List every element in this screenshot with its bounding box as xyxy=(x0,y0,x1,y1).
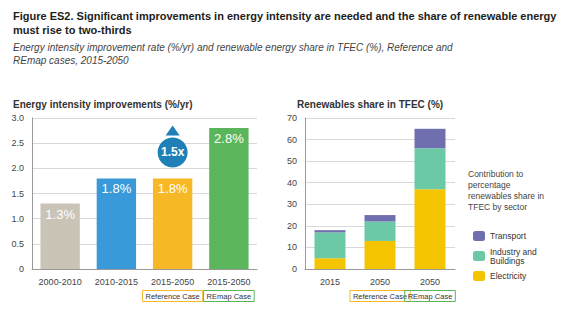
svg-text:Energy intensity improvements: Energy intensity improvements (%/yr) xyxy=(13,99,193,110)
svg-text:REmap cases, 2015-2050: REmap cases, 2015-2050 xyxy=(13,55,129,66)
svg-text:2010-2015: 2010-2015 xyxy=(95,277,138,287)
svg-text:1.5x: 1.5x xyxy=(161,145,185,159)
svg-text:20: 20 xyxy=(287,221,297,231)
svg-text:Energy intensity improvement r: Energy intensity improvement rate (%/yr)… xyxy=(13,42,455,53)
svg-text:3.0: 3.0 xyxy=(11,113,24,123)
svg-text:Reference Case: Reference Case xyxy=(146,292,200,301)
svg-text:2.8%: 2.8% xyxy=(214,131,244,146)
svg-text:2.0: 2.0 xyxy=(11,163,24,173)
svg-text:25%: 25% xyxy=(365,196,395,213)
svg-text:70: 70 xyxy=(287,113,297,123)
svg-text:Industry and: Industry and xyxy=(490,246,540,257)
svg-text:18%: 18% xyxy=(315,211,345,228)
svg-text:2050: 2050 xyxy=(420,277,440,287)
svg-text:2050: 2050 xyxy=(370,277,390,287)
svg-text:2000-2010: 2000-2010 xyxy=(39,277,82,287)
svg-text:REmap Case: REmap Case xyxy=(207,292,252,301)
svg-text:Buildings: Buildings xyxy=(490,256,525,266)
svg-text:Reference Case: Reference Case xyxy=(353,292,407,301)
svg-text:2015: 2015 xyxy=(320,277,340,287)
svg-text:10: 10 xyxy=(287,242,297,252)
svg-text:2015-2050: 2015-2050 xyxy=(207,277,250,287)
svg-text:TFEC by sector: TFEC by sector xyxy=(468,202,527,212)
svg-text:60: 60 xyxy=(287,135,297,145)
svg-text:2.5: 2.5 xyxy=(11,138,24,148)
svg-text:1.3%: 1.3% xyxy=(45,207,75,222)
svg-text:Transport: Transport xyxy=(490,231,527,241)
svg-text:1.5: 1.5 xyxy=(11,189,24,199)
svg-text:Renewables share in TFEC (%): Renewables share in TFEC (%) xyxy=(297,99,443,110)
svg-text:2015-2050: 2015-2050 xyxy=(151,277,194,287)
svg-text:40: 40 xyxy=(287,178,297,188)
svg-text:0.5: 0.5 xyxy=(11,239,24,249)
svg-text:percentage: percentage xyxy=(468,180,513,190)
svg-text:1.8%: 1.8% xyxy=(102,181,132,196)
svg-text:1.8%: 1.8% xyxy=(158,181,188,196)
svg-text:must rise to two-thirds: must rise to two-thirds xyxy=(13,24,132,36)
svg-text:renewables share in: renewables share in xyxy=(468,191,546,201)
svg-text:50: 50 xyxy=(287,156,297,166)
svg-text:65%: 65% xyxy=(415,110,445,127)
svg-text:0: 0 xyxy=(292,264,297,274)
svg-text:REmap Case: REmap Case xyxy=(408,292,453,301)
svg-text:Figure ES2. Significant improv: Figure ES2. Significant improvements in … xyxy=(13,10,560,22)
svg-text:Electricity: Electricity xyxy=(490,271,527,281)
svg-text:1.0: 1.0 xyxy=(11,214,24,224)
svg-text:0: 0 xyxy=(19,264,24,274)
svg-text:30: 30 xyxy=(287,199,297,209)
svg-text:Contribution to: Contribution to xyxy=(468,169,526,179)
